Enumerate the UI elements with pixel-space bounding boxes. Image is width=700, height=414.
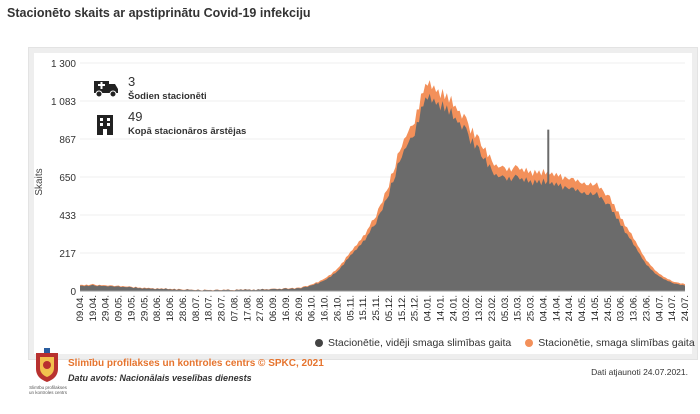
stat-total-value: 49 (128, 109, 143, 124)
stat-today-value: 3 (128, 74, 136, 89)
x-tick-label: 07.08. (229, 295, 240, 321)
x-tick-label: 06.09. (268, 295, 279, 321)
x-tick-label: 13.06. (629, 295, 640, 321)
x-tick-label: 24.07. (680, 295, 691, 321)
x-tick-label: 14.04. (551, 295, 562, 321)
x-tick-label: 19.05. (126, 295, 137, 321)
x-tick-label: 09.04. (75, 295, 86, 321)
x-tick-label: 29.05. (139, 295, 150, 321)
x-tick-label: 28.06. (178, 295, 189, 321)
x-tick-label: 23.06. (641, 295, 652, 321)
x-tick-label: 04.07. (654, 295, 665, 321)
x-tick-label: 29.04. (101, 295, 112, 321)
stat-total-label: Kopā stacionāros ārstējas (128, 126, 247, 137)
x-tick-label: 23.02. (487, 295, 498, 321)
footer-source[interactable]: Slimību profilakses un kontroles centrs … (68, 358, 324, 369)
x-tick-label: 28.07. (217, 295, 228, 321)
x-tick-label: 24.05. (603, 295, 614, 321)
x-tick-label: 15.12. (397, 295, 408, 321)
y-tick-label: 433 (59, 211, 76, 222)
x-tick-label: 13.02. (474, 295, 485, 321)
x-tick-label: 15.03. (513, 295, 524, 321)
x-tick-label: 18.06. (165, 295, 176, 321)
x-tick-label: 04.01. (423, 295, 434, 321)
x-tick-label: 16.09. (281, 295, 292, 321)
y-axis: 0 217 433 650 867 1 083 1 300 (51, 59, 685, 298)
y-tick-label: 1 300 (51, 59, 76, 70)
x-tick-label: 24.01. (448, 295, 459, 321)
x-tick-label: 16.10. (320, 295, 331, 321)
footer-data-source: Datu avots: Nacionālais veselības dienes… (68, 373, 252, 383)
legend-dot-gray (315, 339, 323, 347)
chart-legend: Stacionētie, vidēji smaga slimības gaita… (315, 337, 695, 349)
legend-item-moderate[interactable]: Stacionētie, vidēji smaga slimības gaita (315, 337, 511, 349)
x-tick-label: 17.08. (242, 295, 253, 321)
x-tick-label: 08.06. (152, 295, 163, 321)
x-tick-label: 14.01. (435, 295, 446, 321)
y-tick-label: 867 (59, 135, 76, 146)
x-tick-label: 04.05. (577, 295, 588, 321)
x-tick-label: 27.08. (255, 295, 266, 321)
x-tick-label: 14.07. (667, 295, 678, 321)
y-tick-label: 650 (59, 173, 76, 184)
x-tick-label: 25.03. (526, 295, 537, 321)
x-tick-label: 24.04. (564, 295, 575, 321)
x-tick-label: 25.12. (410, 295, 421, 321)
x-tick-label: 03.02. (461, 295, 472, 321)
hospital-icon (97, 115, 113, 135)
x-tick-label: 05.11. (345, 295, 356, 321)
legend-label-moderate: Stacionētie, vidēji smaga slimības gaita (328, 337, 512, 349)
x-tick-label: 05.12. (384, 295, 395, 321)
x-axis: 09.04. 19.04. 29.04. 09.05. 19.05. 29.05. 08.0… (75, 290, 691, 321)
x-tick-label: 25.11. (371, 295, 382, 321)
x-tick-label: 15.11. (358, 295, 369, 321)
y-axis-label: Skaits (34, 168, 45, 195)
x-tick-label: 14.05. (590, 295, 601, 321)
y-tick-label: 0 (70, 287, 76, 298)
x-tick-label: 09.05. (114, 295, 125, 321)
x-tick-label: 04.04. (538, 295, 549, 321)
x-tick-label: 03.06. (616, 295, 627, 321)
page-title: Stacionēto skaits ar apstiprinātu Covid-… (7, 6, 311, 20)
x-tick-label: 26.09. (294, 295, 305, 321)
spkc-logo-icon (36, 348, 58, 382)
x-tick-label: 26.10. (332, 295, 343, 321)
logo-caption: Slimību profilakses un kontroles centrs (28, 385, 68, 395)
series-area-moderate (80, 93, 685, 291)
x-tick-label: 18.07. (204, 295, 215, 321)
footer-updated: Dati atjaunoti 24.07.2021. (591, 367, 688, 377)
x-tick-label: 19.04. (88, 295, 99, 321)
legend-label-severe: Stacionētie, smaga slimības gaita (538, 337, 695, 349)
series-areas (80, 80, 685, 291)
x-tick-label: 06.10. (307, 295, 318, 321)
legend-item-severe[interactable]: Stacionētie, smaga slimības gaita (525, 337, 695, 349)
y-tick-label: 217 (59, 249, 76, 260)
ambulance-icon (94, 81, 118, 98)
stat-today-label: Šodien stacionēti (128, 91, 207, 102)
legend-dot-orange (525, 339, 534, 347)
x-tick-label: 05.03. (500, 295, 511, 321)
x-tick-label: 08.07. (191, 295, 202, 321)
y-tick-label: 1 083 (51, 97, 76, 108)
